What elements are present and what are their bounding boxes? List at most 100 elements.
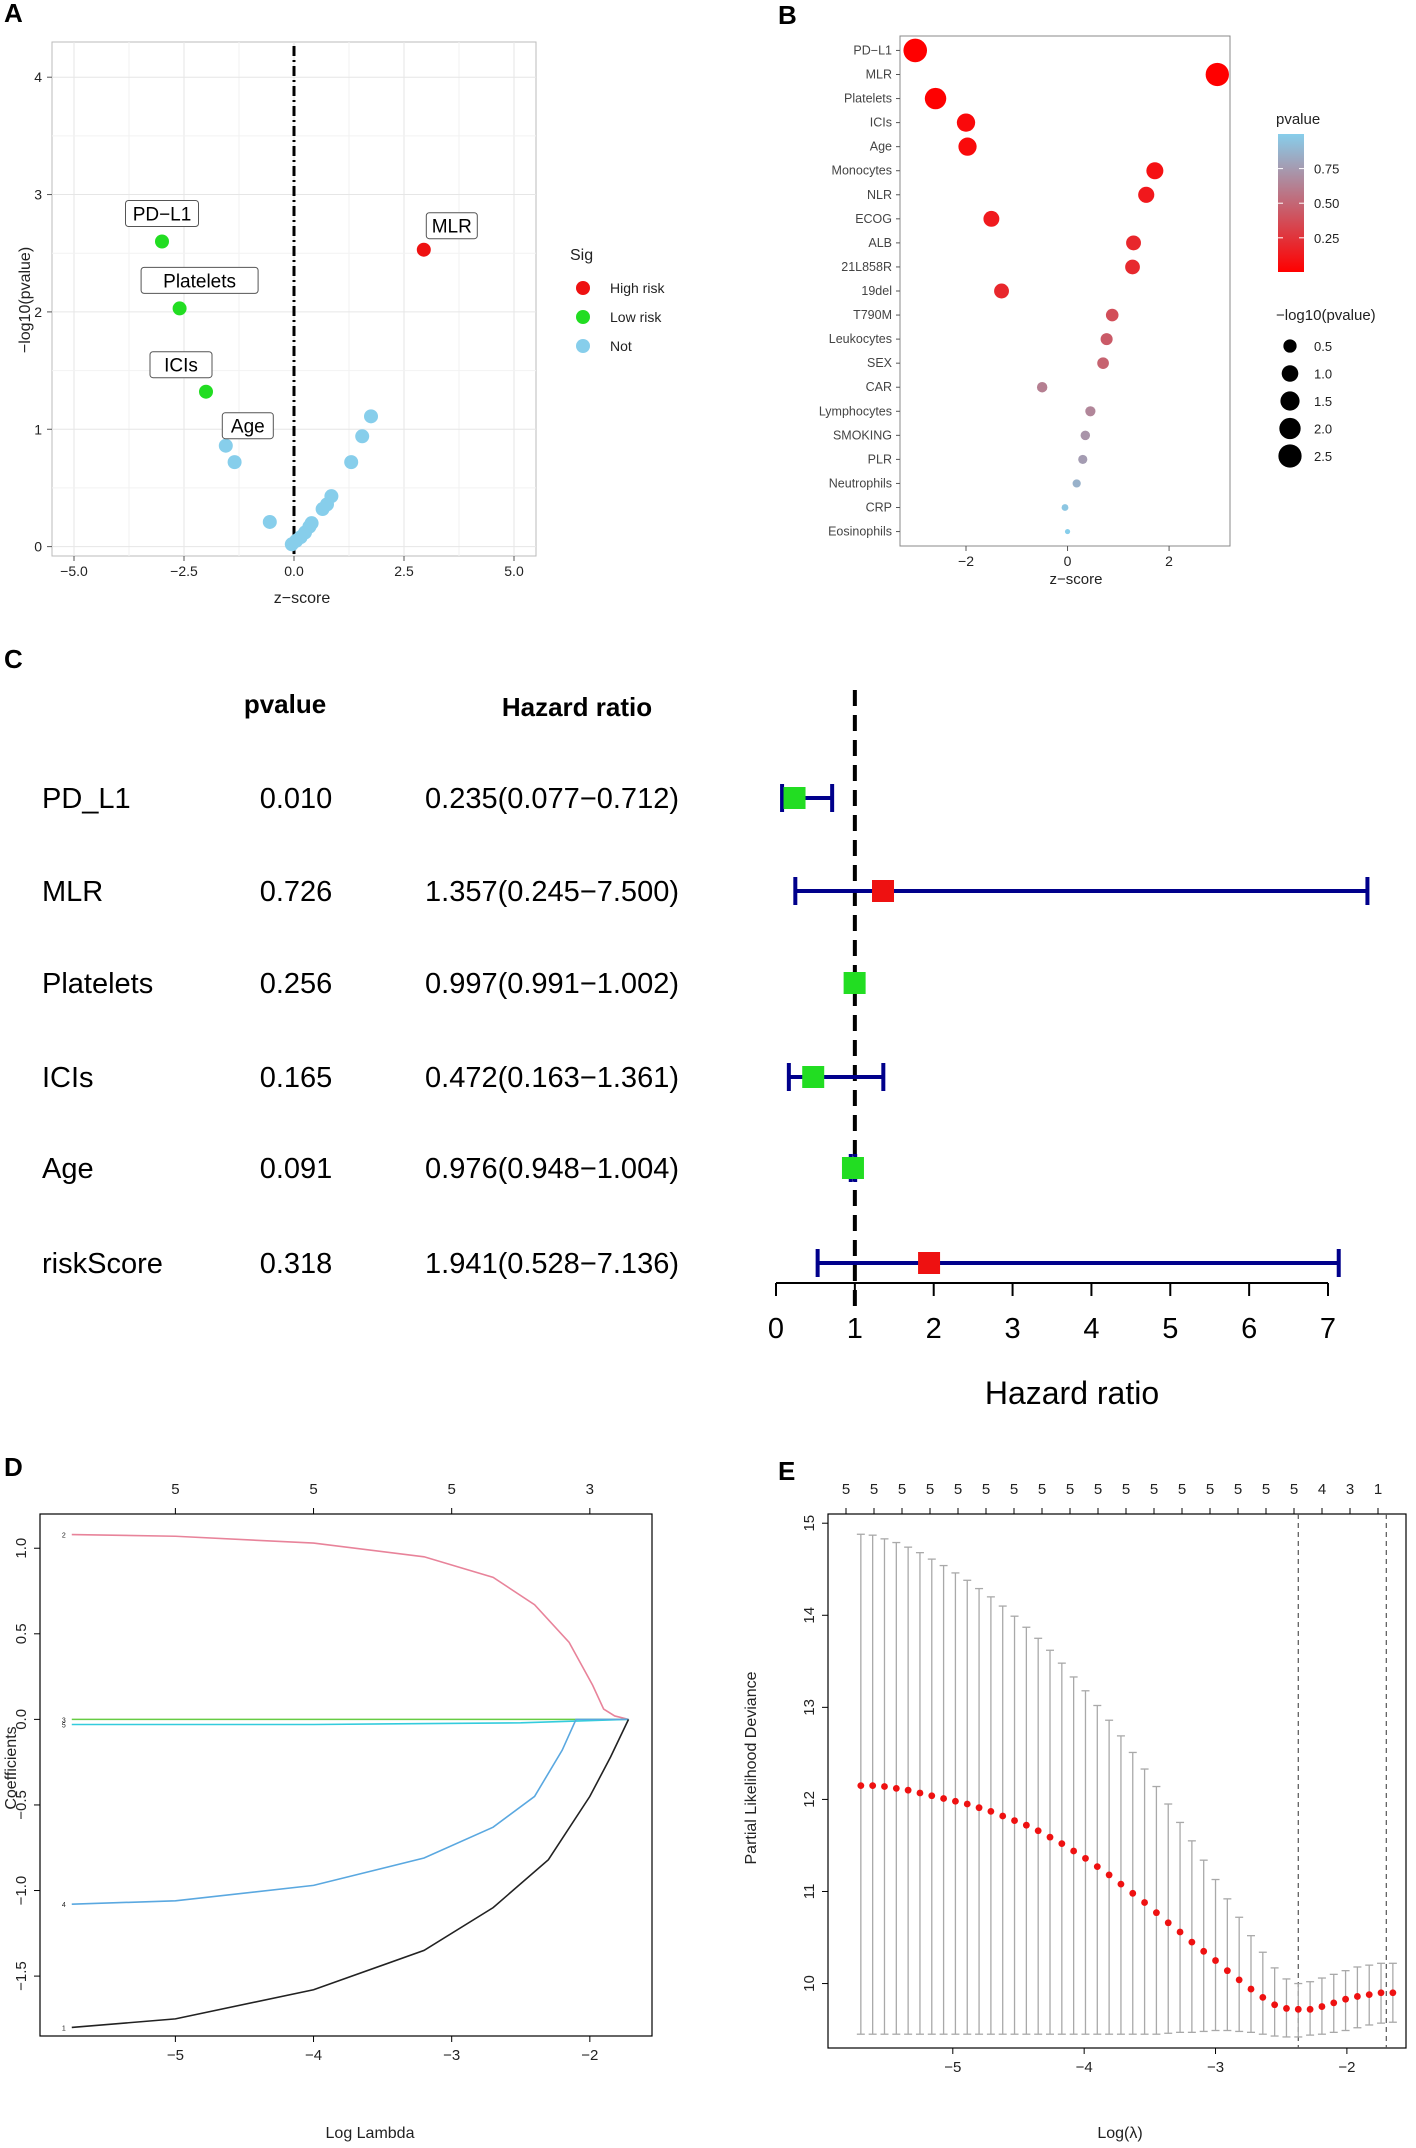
panel-e-x-axis-title: Log(λ) bbox=[1097, 2125, 1142, 2142]
panel-b-category-label: SEX bbox=[867, 356, 893, 370]
panel-e-mean-point bbox=[999, 1812, 1007, 1820]
panel-a-annotation-box bbox=[221, 412, 274, 440]
panel-label-d: D bbox=[4, 1452, 23, 1482]
panel-e-mean-point bbox=[1105, 1871, 1113, 1879]
panel-b-data-point bbox=[924, 87, 947, 110]
forest-point-estimate bbox=[783, 787, 806, 809]
panel-b-data-point bbox=[903, 38, 928, 63]
panel-e-top-tick-label: 5 bbox=[1262, 1481, 1270, 1498]
panel-a-volcano-plot: z−score −log10(pvalue) Sig −5.0 −2.5 0.0 2.… bbox=[17, 41, 665, 607]
panel-e-mean-point bbox=[1330, 1999, 1338, 2007]
panel-e-top-tick-label: 5 bbox=[1094, 1481, 1102, 1498]
panel-e-x-tick-label: −5 bbox=[944, 2059, 961, 2076]
forest-hr-text: 0.472(0.163−1.361) bbox=[425, 1062, 679, 1094]
panel-d-coefficient-path bbox=[71, 1533, 629, 1721]
forest-x-tick-label: 6 bbox=[1241, 1313, 1257, 1345]
panel-a-legend-label: High risk bbox=[610, 280, 665, 296]
panel-e-y-tick-label: 10 bbox=[801, 1975, 818, 1992]
panel-e-top-tick-label: 5 bbox=[1178, 1481, 1186, 1498]
panel-e-x-tick-label: −2 bbox=[1338, 2059, 1355, 2076]
panel-e-mean-point bbox=[1164, 1919, 1172, 1927]
panel-a-annotation-box bbox=[125, 199, 199, 227]
forest-x-tick-label: 5 bbox=[1162, 1313, 1178, 1345]
panel-b-category-label: Leukocytes bbox=[829, 332, 892, 346]
panel-b-category-label: PD−L1 bbox=[853, 43, 892, 57]
forest-row-label: Age bbox=[42, 1153, 94, 1185]
panel-d-top-tick-label: 5 bbox=[309, 1481, 317, 1498]
forest-point-estimate bbox=[802, 1066, 825, 1088]
panel-e-top-tick-label: 5 bbox=[1010, 1481, 1018, 1498]
panel-b-size-legend-marker bbox=[1278, 444, 1302, 468]
panel-b-size-legend-marker bbox=[1280, 391, 1300, 411]
panel-b-category-label: MLR bbox=[866, 67, 892, 81]
panel-b-data-point bbox=[958, 137, 977, 156]
panel-a-data-point bbox=[218, 438, 233, 453]
panel-label-a: A bbox=[4, 0, 23, 28]
forest-point-estimate bbox=[918, 1252, 941, 1274]
panel-e-top-tick-label: 1 bbox=[1374, 1481, 1382, 1498]
panel-e-mean-point bbox=[1342, 1995, 1349, 2003]
panel-e-mean-point bbox=[1223, 1967, 1231, 1975]
panel-a-annotation-box bbox=[140, 266, 259, 294]
panel-e-y-tick-label: 13 bbox=[801, 1699, 818, 1716]
panel-a-data-point bbox=[344, 455, 359, 470]
forest-pvalue: 0.726 bbox=[260, 876, 333, 908]
panel-e-top-tick-label: 5 bbox=[982, 1481, 990, 1498]
panel-e-mean-point bbox=[857, 1782, 865, 1790]
panel-b-category-label: T790M bbox=[853, 308, 892, 322]
panel-d-coefficient-path bbox=[71, 1718, 629, 1726]
panel-e-mean-point bbox=[1034, 1827, 1042, 1835]
panel-e-top-tick-label: 5 bbox=[926, 1481, 934, 1498]
forest-x-tick-label: 0 bbox=[768, 1313, 784, 1345]
panel-a-data-point bbox=[172, 301, 187, 316]
panel-c-forest-plot: pvalue Hazard ratio Hazard ratio PD_L1 0.… bbox=[42, 689, 1370, 1411]
panel-d-x-tick-label: −3 bbox=[443, 2047, 460, 2064]
panel-e-mean-point bbox=[952, 1797, 959, 1805]
panel-e-top-tick-label: 3 bbox=[1346, 1481, 1354, 1498]
panel-d-path-label: 3 bbox=[62, 1717, 66, 1724]
panel-b-size-legend-label: 0.5 bbox=[1314, 339, 1332, 354]
panel-b-category-label: PLR bbox=[868, 452, 892, 466]
panel-b-plot-background bbox=[899, 35, 1231, 547]
panel-b-category-label: Eosinophils bbox=[828, 525, 892, 539]
panel-b-data-point bbox=[1085, 406, 1096, 417]
panel-a-annotation-box bbox=[425, 212, 478, 240]
panel-e-y-tick-label: 14 bbox=[801, 1607, 818, 1624]
panel-d-x-tick-label: −4 bbox=[305, 2047, 322, 2064]
panel-b-category-label: ALB bbox=[868, 236, 892, 250]
panel-b-category-label: CAR bbox=[866, 380, 892, 394]
panel-a-x-axis-title: z−score bbox=[274, 590, 331, 607]
panel-a-annotation-label: MLR bbox=[432, 217, 472, 238]
panel-d-x-axis-title: Log Lambda bbox=[326, 2125, 415, 2142]
panel-e-cross-validation-plot: Log(λ) Partial Likelihood Deviance −5 −4 −… bbox=[743, 1481, 1407, 2142]
panel-d-path-label: 4 bbox=[62, 1902, 66, 1909]
forest-hr-text: 1.941(0.528−7.136) bbox=[425, 1248, 679, 1280]
panel-b-data-point bbox=[1205, 62, 1229, 87]
panel-b-data-point bbox=[1064, 528, 1071, 535]
panel-b-category-label: Lymphocytes bbox=[819, 404, 892, 418]
panel-d-coefficient-path bbox=[71, 1719, 630, 2029]
forest-hr-text: 0.976(0.948−1.004) bbox=[425, 1153, 679, 1185]
panel-e-y-tick-label: 15 bbox=[801, 1515, 818, 1532]
forest-hr-text: 0.235(0.077−0.712) bbox=[425, 783, 679, 815]
panel-e-mean-point bbox=[975, 1804, 983, 1812]
panel-a-x-tick-label: 0.0 bbox=[284, 563, 304, 579]
panel-b-category-label: Age bbox=[870, 140, 892, 154]
forest-pvalue: 0.091 bbox=[260, 1153, 333, 1185]
panel-a-legend-title: Sig bbox=[570, 247, 593, 264]
panel-a-data-point bbox=[364, 409, 378, 424]
panel-e-mean-point bbox=[1365, 1991, 1373, 1998]
panel-b-data-point bbox=[1125, 259, 1140, 275]
forest-row-label: PD_L1 bbox=[42, 783, 131, 815]
panel-d-y-tick-label: 0.5 bbox=[13, 1623, 30, 1644]
panel-b-x-tick-label: 0 bbox=[1064, 553, 1072, 569]
panel-b-category-label: Monocytes bbox=[832, 164, 892, 178]
panel-a-x-tick-label: 2.5 bbox=[394, 563, 414, 579]
panel-label-b: B bbox=[778, 0, 797, 30]
forest-hr-text: 0.997(0.991−1.002) bbox=[425, 968, 679, 1000]
panel-a-y-tick-label: 1 bbox=[34, 421, 42, 437]
panel-b-category-label: SMOKING bbox=[833, 428, 892, 442]
panel-d-path-label: 2 bbox=[62, 1533, 66, 1540]
forest-pvalue: 0.256 bbox=[260, 968, 333, 1000]
